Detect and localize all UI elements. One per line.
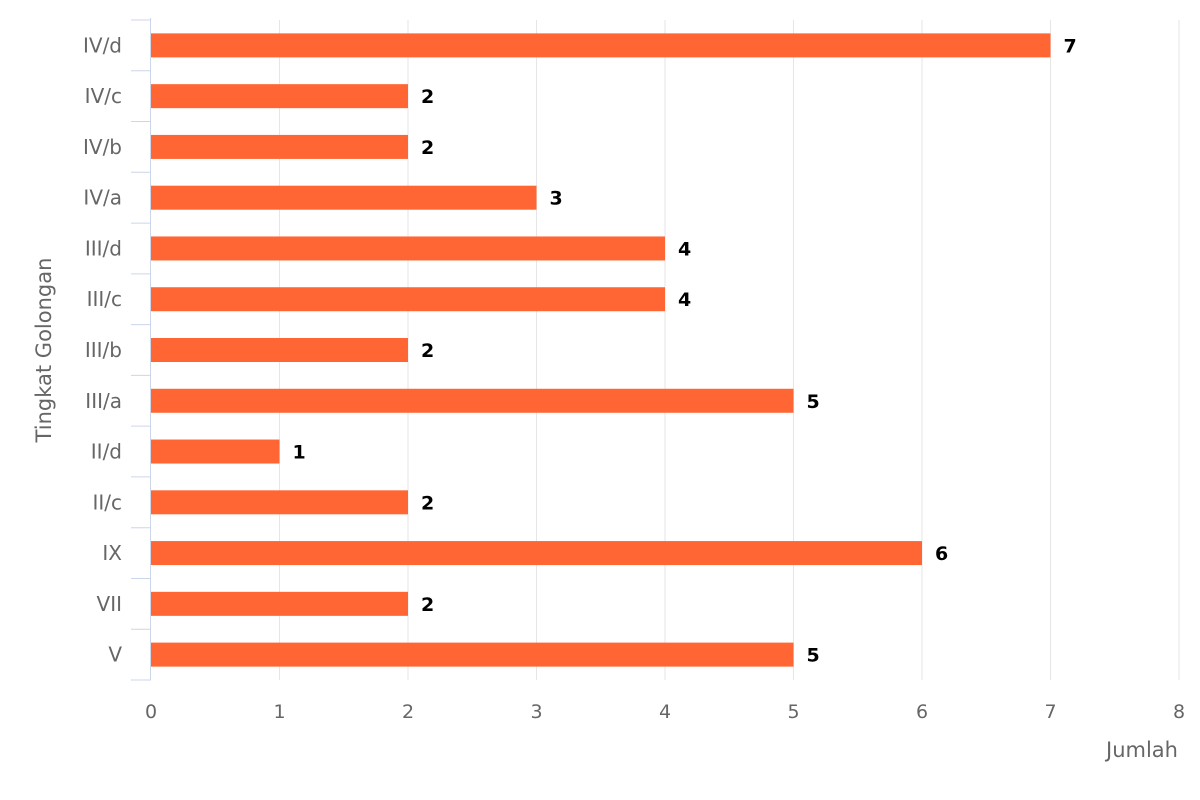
bar	[151, 388, 794, 413]
x-tick-label: 3	[530, 701, 542, 723]
bar	[151, 287, 665, 312]
x-tick-label: 4	[659, 701, 671, 723]
category-label: IV/a	[83, 186, 122, 210]
category-label: II/d	[91, 440, 122, 464]
category-label: IX	[102, 541, 122, 565]
data-label: 7	[1064, 35, 1077, 57]
category-label: II/c	[92, 490, 122, 514]
y-axis-title: Tingkat Golongan	[32, 258, 56, 444]
labels: 0 1 2 3 4 5 6 7 8 IV/d 7 IV/c 2 IV/b 2 IV/a 3 III/d 4 III/c…	[83, 33, 1185, 723]
bar	[151, 439, 280, 464]
category-label: III/b	[85, 338, 122, 362]
grid-lines	[279, 20, 1180, 680]
data-label: 1	[293, 442, 306, 464]
bar	[151, 84, 408, 109]
x-axis-title: Jumlah	[1104, 738, 1178, 762]
x-tick-label: 7	[1044, 701, 1056, 723]
x-tick-label: 0	[145, 701, 157, 723]
category-label: III/d	[85, 236, 122, 260]
axes	[131, 18, 151, 681]
bar	[151, 541, 922, 566]
bar	[151, 591, 408, 616]
category-label: VII	[97, 592, 122, 616]
bar	[151, 338, 408, 362]
data-label: 4	[678, 289, 691, 311]
data-label: 6	[935, 543, 948, 565]
data-label: 5	[807, 391, 820, 413]
data-label: 2	[421, 594, 434, 616]
bar	[151, 33, 1051, 58]
x-tick-label: 5	[787, 701, 799, 723]
x-tick-label: 8	[1173, 701, 1185, 723]
bar	[151, 642, 794, 667]
data-label: 2	[421, 340, 434, 362]
data-label: 5	[807, 645, 820, 667]
category-label: III/a	[85, 389, 122, 413]
x-tick-label: 2	[402, 701, 414, 723]
bar	[151, 236, 665, 261]
data-label: 3	[550, 188, 563, 210]
x-tick-label: 1	[273, 701, 285, 723]
data-label: 2	[421, 137, 434, 159]
category-label: IV/c	[85, 84, 122, 108]
bar	[151, 490, 408, 515]
category-label: IV/d	[83, 33, 122, 57]
data-label: 4	[678, 238, 691, 260]
category-label: V	[108, 643, 122, 667]
category-label: IV/b	[83, 135, 122, 159]
data-label: 2	[421, 492, 434, 514]
x-tick-label: 6	[916, 701, 928, 723]
bar	[151, 134, 408, 159]
bar	[151, 185, 537, 210]
data-label: 2	[421, 86, 434, 108]
category-label: III/c	[87, 287, 122, 311]
bars	[151, 33, 1051, 667]
